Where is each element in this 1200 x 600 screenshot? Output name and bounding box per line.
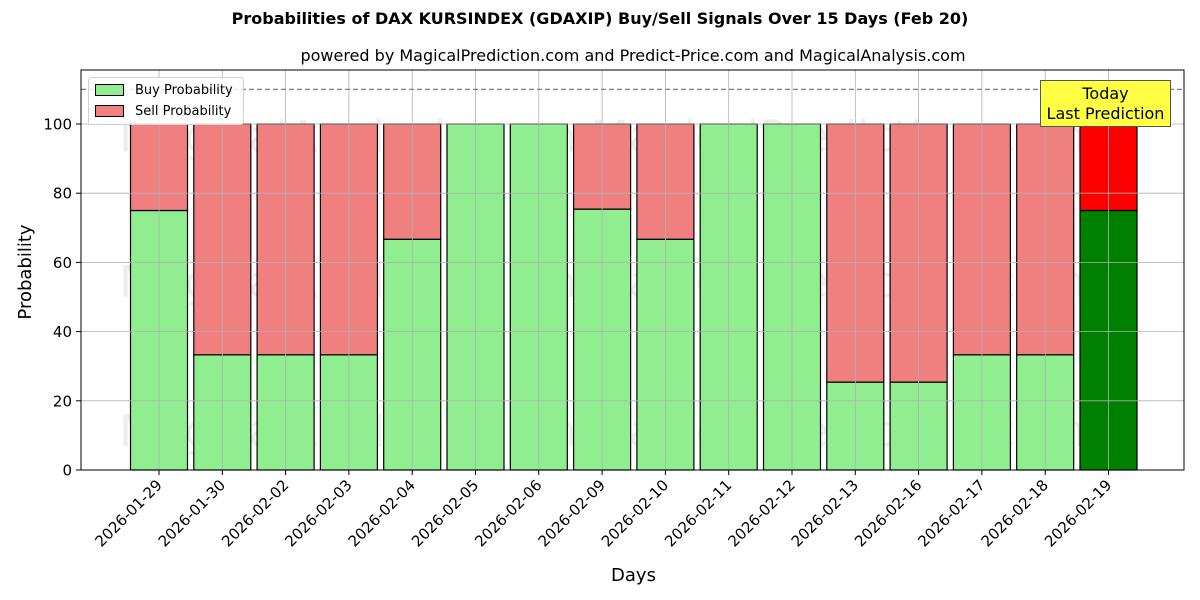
x-tick-label: 2026-01-29 (91, 476, 165, 550)
y-tick-label: 40 (53, 323, 72, 341)
x-tick-label: 2026-02-17 (914, 476, 988, 550)
x-tick-label: 2026-02-02 (218, 476, 292, 550)
x-tick-label: 2026-02-19 (1041, 476, 1115, 550)
x-tick-label: 2026-02-09 (535, 476, 609, 550)
buy-swatch-icon (95, 84, 124, 96)
y-axis-label: Probability (15, 224, 36, 319)
y-tick-label: 100 (43, 116, 72, 134)
plot-frame (80, 69, 1185, 471)
annotation-line-2: Last Prediction (1046, 104, 1165, 123)
x-tick-label: 2026-02-12 (724, 476, 798, 550)
legend-item-sell: Sell Probability (95, 102, 231, 120)
today-annotation: Today Last Prediction (1040, 80, 1171, 127)
x-tick-label: 2026-02-03 (281, 476, 355, 550)
y-tick-label: 0 (62, 462, 72, 480)
x-tick-label: 2026-02-18 (978, 476, 1052, 550)
legend-sell-label: Sell Probability (135, 103, 232, 119)
annotation-line-1: Today (1082, 84, 1129, 103)
legend-buy-label: Buy Probability (135, 82, 233, 98)
legend-item-buy: Buy Probability (95, 81, 233, 99)
legend: Buy Probability Sell Probability (88, 77, 244, 125)
y-tick-label: 20 (53, 392, 72, 410)
x-tick-label: 2026-02-05 (408, 476, 482, 550)
x-tick-label: 2026-02-11 (661, 476, 735, 550)
x-tick-label: 2026-02-06 (471, 476, 545, 550)
x-tick-label: 2026-02-10 (598, 476, 672, 550)
chart-title: Probabilities of DAX KURSINDEX (GDAXIP) … (231, 9, 969, 28)
x-tick-label: 2026-02-13 (788, 476, 862, 550)
x-tick-label: 2026-02-04 (345, 476, 419, 550)
x-axis-label: Days (611, 565, 656, 586)
x-tick-label: 2026-01-30 (155, 476, 229, 550)
y-tick-label: 60 (53, 254, 72, 272)
x-tick-label: 2026-02-16 (851, 476, 925, 550)
sell-swatch-icon (95, 105, 124, 117)
chart-subtitle: powered by MagicalPrediction.com and Pre… (300, 46, 966, 65)
y-tick-label: 80 (53, 185, 72, 203)
